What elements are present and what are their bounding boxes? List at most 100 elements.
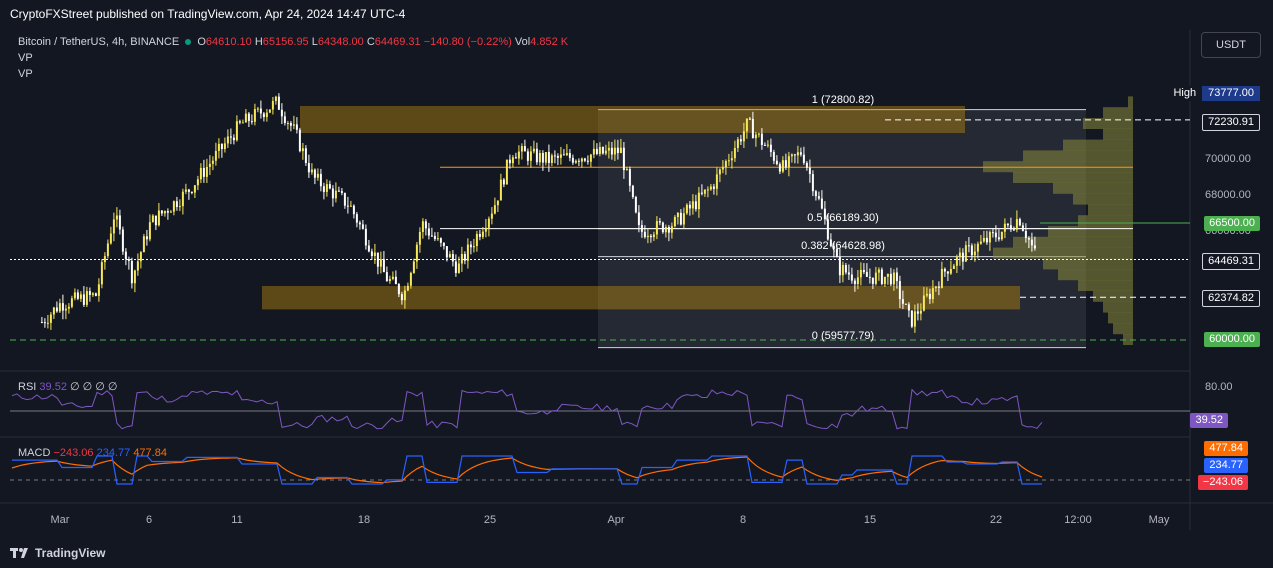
- volume-profile-bar: [1078, 215, 1133, 227]
- time-tick: 12:00: [1064, 514, 1092, 526]
- candle-body: [136, 261, 139, 271]
- time-tick: Mar: [50, 514, 70, 526]
- candle-body: [79, 294, 82, 299]
- candle-body: [145, 236, 148, 240]
- candle-body: [202, 167, 205, 177]
- candle-body: [103, 256, 106, 263]
- symbol-legend: Bitcoin / TetherUS, 4h, BINANCE O64610.1…: [18, 36, 568, 48]
- volume-profile-bar: [1123, 334, 1133, 345]
- candle-body: [877, 269, 880, 273]
- candle-body: [91, 293, 94, 295]
- candle-body: [871, 277, 874, 284]
- candle-body: [751, 118, 754, 139]
- candle-body: [847, 272, 850, 275]
- candle-body: [499, 179, 502, 201]
- price-tick: 68000.00: [1205, 189, 1251, 201]
- candle-body: [433, 235, 436, 240]
- macd-signal-line: [11, 456, 1043, 484]
- candle-body: [1012, 229, 1015, 231]
- vp-indicator-2[interactable]: VP: [18, 68, 33, 80]
- candle-body: [535, 148, 538, 163]
- candle-body: [856, 277, 859, 285]
- candle-body: [727, 160, 730, 162]
- candle-body: [784, 160, 787, 168]
- candle-body: [130, 260, 133, 284]
- time-tick: 18: [357, 514, 371, 526]
- volume-profile-bar: [1093, 290, 1133, 302]
- candle-body: [319, 173, 322, 187]
- tradingview-logo[interactable]: TradingView: [10, 546, 105, 560]
- candle-body: [568, 153, 571, 158]
- candle-body: [238, 121, 241, 123]
- vp-indicator-1[interactable]: VP: [18, 52, 33, 64]
- candle-body: [265, 112, 268, 118]
- candle-body: [907, 304, 910, 311]
- rsi-tag: 39.52: [1190, 413, 1228, 428]
- candle-body: [274, 96, 277, 102]
- candle-body: [442, 242, 445, 247]
- volume-profile-bar: [1078, 280, 1133, 291]
- candle-body: [973, 251, 976, 256]
- candle-body: [610, 147, 613, 155]
- candle-body: [661, 222, 664, 233]
- macd-signal-value: 477.84: [133, 447, 167, 459]
- candle-body: [775, 160, 778, 165]
- candle-body: [1000, 231, 1003, 240]
- candle-body: [721, 167, 724, 170]
- candle-body: [268, 109, 271, 113]
- volume-profile-bar: [1103, 301, 1133, 313]
- candle-body: [796, 152, 799, 156]
- candle-body: [76, 292, 79, 299]
- candle-body: [622, 147, 625, 171]
- candle-body: [475, 233, 478, 247]
- candle-body: [550, 155, 553, 163]
- candle-body: [724, 161, 727, 168]
- candle-body: [529, 151, 532, 161]
- candle-body: [481, 231, 484, 237]
- rsi-extra: ∅ ∅ ∅ ∅: [70, 381, 118, 393]
- candle-body: [472, 246, 475, 248]
- candle-body: [964, 245, 967, 262]
- candle-body: [127, 258, 130, 261]
- candle-body: [307, 162, 310, 173]
- support-tag: 62374.82: [1202, 290, 1260, 307]
- candle-body: [538, 153, 541, 163]
- macd-signal-tag: 477.84: [1204, 441, 1248, 456]
- currency-button[interactable]: USDT: [1201, 32, 1261, 58]
- last-price-tag: 64469.31: [1202, 253, 1260, 270]
- candle-body: [454, 261, 457, 273]
- candle-body: [889, 273, 892, 285]
- candle-body: [580, 158, 583, 162]
- volume-profile-bar: [1073, 193, 1133, 205]
- candle-body: [220, 143, 223, 150]
- candle-body: [352, 205, 355, 215]
- candle-body: [385, 272, 388, 282]
- candle-body: [520, 146, 523, 152]
- candle-body: [49, 314, 52, 323]
- candle-body: [463, 254, 466, 261]
- candle-body: [349, 205, 352, 207]
- candle-body: [382, 259, 385, 273]
- candle-body: [184, 189, 187, 192]
- macd-line-value: 234.77: [96, 447, 131, 459]
- symbol-name[interactable]: Bitcoin / TetherUS, 4h, BINANCE: [18, 36, 180, 48]
- candle-body: [205, 166, 208, 177]
- candle-body: [451, 254, 454, 262]
- candle-body: [574, 160, 577, 163]
- candle-body: [928, 293, 931, 300]
- candle-body: [259, 108, 262, 114]
- candle-body: [487, 218, 490, 228]
- candle-body: [235, 121, 238, 141]
- candle-body: [1018, 219, 1021, 226]
- volume-profile-bar: [1023, 150, 1133, 162]
- candle-body: [199, 167, 202, 180]
- rsi-axis-tick: 80.00: [1205, 381, 1233, 393]
- candle-body: [172, 201, 175, 212]
- candle-body: [334, 190, 337, 199]
- candle-body: [364, 228, 367, 246]
- rsi-label: RSI: [18, 381, 37, 393]
- candle-body: [595, 148, 598, 154]
- candle-body: [496, 200, 499, 206]
- candle-body: [934, 286, 937, 289]
